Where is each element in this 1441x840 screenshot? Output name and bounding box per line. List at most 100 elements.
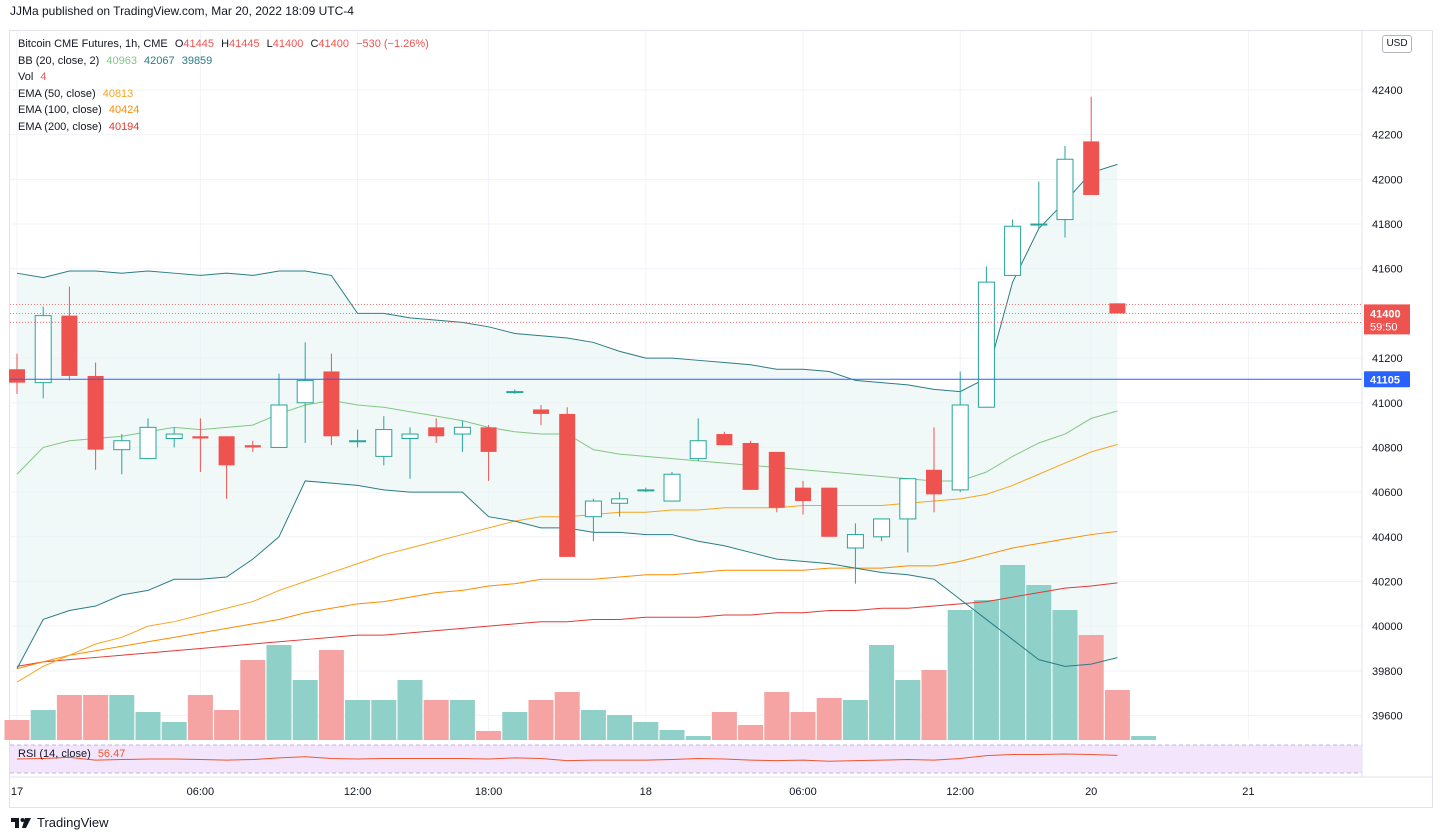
y-tick-label: 39600 (1372, 711, 1403, 723)
legend-bb-label: BB (20, close, 2) (18, 54, 100, 67)
candle-body-down (218, 436, 235, 466)
legend-symbol-row: Bitcoin CME Futures, 1h, CME O41445 H414… (18, 36, 429, 53)
footer-brand: TradingView (37, 815, 109, 830)
candle-body-up (584, 500, 602, 518)
candle-body-up (296, 379, 314, 404)
volume-bar (1078, 635, 1104, 740)
candle-body-down (87, 375, 104, 450)
candle-body-down (244, 445, 261, 448)
legend-ema50-row[interactable]: EMA (50, close) 40813 (18, 86, 429, 103)
volume-bar (1000, 565, 1026, 740)
rsi-legend[interactable]: RSI (14, close) 56.47 (18, 748, 125, 760)
legend-high: 41445 (229, 38, 260, 50)
y-tick-label: 40400 (1372, 532, 1403, 544)
candle-body-up (846, 534, 864, 549)
candle-body-up (899, 478, 917, 520)
y-tick-label: 41000 (1372, 398, 1403, 410)
candle-body-down (1109, 303, 1126, 314)
legend-h-label: H (221, 38, 230, 50)
volume-bar (423, 700, 449, 740)
volume-bar (633, 722, 659, 740)
legend-vol-row[interactable]: Vol 4 (18, 69, 429, 86)
candle-body-down (1083, 141, 1100, 195)
x-tick-label: 12:00 (946, 786, 974, 798)
volume-bar (292, 680, 318, 740)
x-tick-label: 06:00 (187, 786, 215, 798)
volume-bar (161, 722, 187, 740)
legend-ema50-label: EMA (50, close) (18, 87, 96, 100)
y-tick-label: 42200 (1372, 130, 1403, 142)
volume-bar (738, 725, 764, 740)
volume-bar (764, 692, 790, 740)
legend-ema100-label: EMA (100, close) (18, 104, 102, 117)
legend-bb-basis: 40963 (106, 54, 137, 67)
currency-badge[interactable]: USD (1382, 35, 1412, 53)
candle-body-down (428, 427, 445, 437)
candle-body-up (401, 433, 419, 440)
volume-bar (790, 712, 816, 740)
volume-bar (83, 695, 109, 740)
candle-body-down (821, 487, 838, 537)
candle-body-down (926, 469, 942, 495)
candle-body-down (768, 451, 785, 508)
candle-body-up (873, 518, 891, 538)
volume-bar (30, 710, 56, 740)
volume-bar (4, 720, 30, 740)
y-tick-label: 39800 (1372, 666, 1403, 678)
hline-price-tag: 41105 (1370, 374, 1400, 386)
volume-bar (528, 700, 554, 740)
legend-l-label: L (266, 38, 273, 50)
candle-body-up (689, 440, 707, 460)
last-price-tag: 41400 (1370, 308, 1401, 320)
volume-bar (476, 731, 502, 740)
candle-body-up (453, 426, 471, 435)
legend-bb-row[interactable]: BB (20, close, 2) 40963 42067 39859 (18, 53, 429, 70)
y-tick-label: 41800 (1372, 219, 1403, 231)
x-tick-label: 18 (640, 786, 652, 798)
legend-ema200-row[interactable]: EMA (200, close) 40194 (18, 119, 429, 136)
volume-bar (345, 700, 371, 740)
legend-vol-label: Vol (18, 71, 34, 84)
footer[interactable]: TradingView (10, 815, 109, 830)
volume-bar (109, 695, 135, 740)
volume-bar (580, 710, 606, 740)
legend-change: −530 (−1.26%) (356, 38, 429, 50)
candle-body-up (1030, 223, 1048, 226)
candle-body-down (192, 436, 209, 439)
volume-bar (1026, 585, 1052, 740)
candle-body-down (533, 409, 549, 414)
legend-ema100-row[interactable]: EMA (100, close) 40424 (18, 102, 429, 119)
x-tick-label: 21 (1242, 786, 1254, 798)
legend-close: 41400 (318, 38, 349, 50)
candle-body-down (559, 413, 576, 557)
legend-open: 41445 (183, 38, 214, 50)
volume-bar (554, 692, 580, 740)
volume-bar (397, 680, 423, 740)
chart-frame (9, 30, 1433, 808)
chart-legend: Bitcoin CME Futures, 1h, CME O41445 H414… (18, 36, 429, 136)
volume-bar (318, 650, 344, 740)
published-by: JJMa published on TradingView.com, Mar 2… (10, 4, 354, 18)
legend-symbol: Bitcoin CME Futures, 1h, CME (18, 38, 168, 50)
candle-body-up (951, 404, 969, 491)
candle-body-up (375, 429, 393, 457)
candle-body-up (34, 315, 52, 384)
volume-bar (711, 712, 737, 740)
legend-ema50-value: 40813 (102, 87, 134, 100)
candle-body-down (9, 369, 25, 383)
candle-body-down (480, 427, 497, 452)
volume-bar (816, 698, 842, 740)
volume-bar (135, 712, 161, 740)
bollinger-upper-line (16, 163, 1118, 393)
candle-body-up (270, 404, 288, 448)
x-tick-label: 18:00 (475, 786, 503, 798)
candle-body-down (323, 371, 340, 437)
legend-vol-value: 4 (40, 71, 47, 84)
candle-body-up (977, 281, 995, 408)
y-tick-label: 41200 (1372, 353, 1403, 365)
volume-bar (685, 736, 711, 740)
x-tick-label: 06:00 (789, 786, 817, 798)
x-tick-label: 12:00 (344, 786, 372, 798)
volume-bar (869, 645, 895, 740)
